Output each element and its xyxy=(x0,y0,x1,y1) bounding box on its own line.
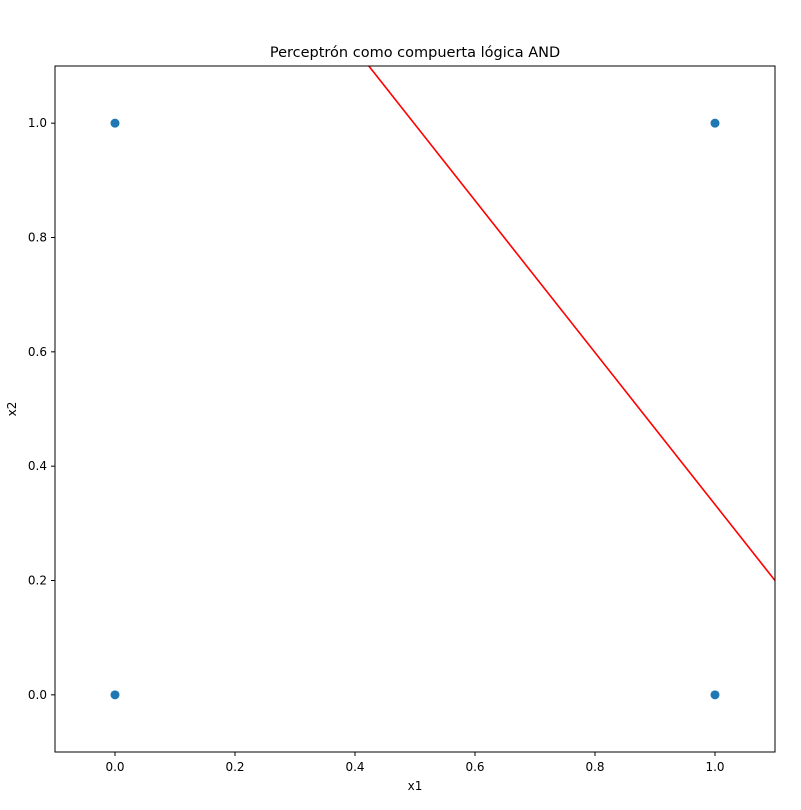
x-axis: 0.0 0.2 0.4 0.6 0.8 1.0 xyxy=(105,752,725,774)
x-tick-label: 0.4 xyxy=(345,760,364,774)
y-tick-label: 0.8 xyxy=(28,231,47,245)
y-axis-label: x2 xyxy=(5,402,19,417)
data-point xyxy=(110,690,120,700)
y-tick-label: 0.2 xyxy=(28,574,47,588)
data-point xyxy=(110,118,120,128)
data-point xyxy=(710,118,720,128)
y-tick-label: 0.6 xyxy=(28,345,47,359)
data-point xyxy=(710,690,720,700)
decision-boundary-line xyxy=(368,66,775,581)
x-tick-label: 1.0 xyxy=(705,760,724,774)
y-tick-label: 0.4 xyxy=(28,459,47,473)
x-tick-label: 0.8 xyxy=(585,760,604,774)
x-tick-label: 0.2 xyxy=(225,760,244,774)
y-tick-label: 1.0 xyxy=(28,116,47,130)
x-tick-label: 0.0 xyxy=(105,760,124,774)
chart-title: Perceptrón como compuerta lógica AND xyxy=(270,45,560,61)
x-tick-label: 0.6 xyxy=(465,760,484,774)
y-axis: 0.0 0.2 0.4 0.6 0.8 1.0 xyxy=(28,116,55,702)
plot-area xyxy=(110,66,775,700)
axes-frame xyxy=(54,65,776,753)
x-axis-label: x1 xyxy=(408,779,423,793)
y-tick-label: 0.0 xyxy=(28,688,47,702)
